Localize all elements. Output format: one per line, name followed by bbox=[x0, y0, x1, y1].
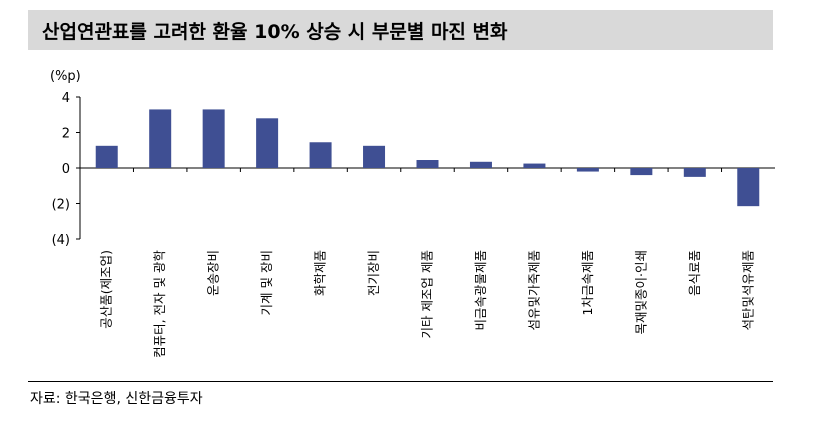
category-label: 음식료품 bbox=[687, 250, 702, 296]
bar bbox=[256, 118, 279, 168]
bar bbox=[95, 145, 118, 168]
y-unit-label: (%p) bbox=[50, 69, 81, 84]
bar bbox=[469, 161, 492, 168]
category-label: 비금속광물제품 bbox=[473, 250, 488, 331]
y-tick-label: (2) bbox=[52, 198, 70, 213]
category-label: 전기장비 bbox=[366, 250, 381, 296]
category-label: 운송장비 bbox=[206, 250, 221, 296]
bar bbox=[363, 145, 386, 168]
chart-title: 산업연관표를 고려한 환율 10% 상승 시 부문별 마진 변화 bbox=[42, 20, 508, 43]
bar bbox=[309, 142, 332, 168]
source-note: 자료: 한국은행, 신한금융투자 bbox=[30, 391, 203, 407]
bar bbox=[737, 168, 760, 207]
y-ticks: 4 2 0 (2) (4) bbox=[52, 91, 80, 248]
category-label: 1차금속제품 bbox=[580, 250, 595, 315]
category-label: 기계 및 장비 bbox=[259, 250, 274, 315]
bar bbox=[523, 163, 546, 168]
title-bar: 산업연관표를 고려한 환율 10% 상승 시 부문별 마진 변화 bbox=[28, 10, 773, 50]
category-label: 섬유및가죽제품 bbox=[526, 250, 541, 331]
bar-chart: (%p) 4 2 0 (2) (4) 공산품(제조업) 컴퓨터, 전자 및 광학 운송장비 기… bbox=[50, 69, 775, 358]
category-labels: 공산품(제조업) 컴퓨터, 전자 및 광학 운송장비 기계 및 장비 화학제품 전기장비 기… bbox=[99, 250, 756, 358]
bar bbox=[202, 109, 225, 168]
category-label: 석탄및석유제품 bbox=[740, 250, 755, 331]
category-label: 공산품(제조업) bbox=[99, 250, 114, 329]
bars bbox=[95, 109, 760, 207]
bar bbox=[683, 168, 706, 177]
bar bbox=[576, 168, 599, 172]
bottom-rule bbox=[28, 381, 773, 382]
category-label: 화학제품 bbox=[313, 250, 328, 296]
category-label: 컴퓨터, 전자 및 광학 bbox=[152, 250, 167, 358]
y-tick-label: (4) bbox=[52, 233, 70, 248]
y-tick-label: 4 bbox=[62, 91, 70, 106]
bar bbox=[630, 168, 653, 176]
category-label: 목재및종이·인쇄 bbox=[633, 250, 648, 334]
y-tick-label: 2 bbox=[62, 127, 70, 142]
y-tick-label: 0 bbox=[62, 162, 70, 177]
bar bbox=[149, 109, 172, 168]
category-label: 기타 제조업 제품 bbox=[420, 250, 435, 338]
bar bbox=[416, 160, 439, 168]
